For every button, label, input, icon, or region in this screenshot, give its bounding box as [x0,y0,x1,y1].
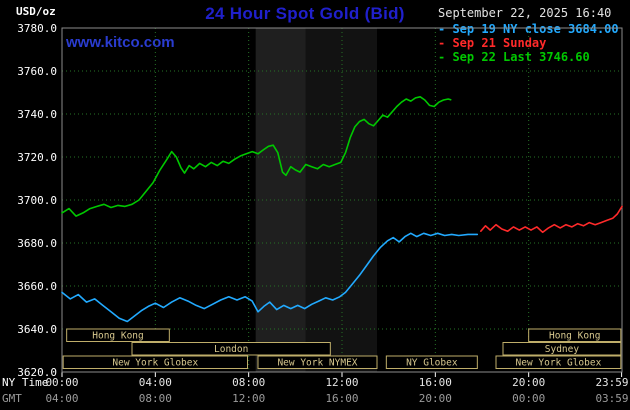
market-session-box [131,342,331,356]
market-session-box [495,355,622,369]
market-session-label: Hong Kong [549,331,600,342]
market-session-label: Hong Kong [92,331,143,342]
market-session-box [502,342,622,356]
x-axis-ny-time-label: 20:00 [512,376,545,389]
x-axis-gmt-label: 00:00 [512,392,545,405]
x-axis-ny-time-label: 08:00 [232,376,265,389]
unit-label: USD/oz [16,5,56,18]
y-axis-tick-label: 3740.0 [17,108,57,121]
x-axis-gmt-label: 03:59 [595,392,628,405]
x-axis-ny-time-label: 04:00 [139,376,172,389]
y-axis-tick-label: 3760.0 [17,65,57,78]
kitco-watermark-link[interactable]: www.kitco.com [66,34,175,51]
x-axis-gmt-label: 12:00 [232,392,265,405]
plot-border [61,27,623,373]
price-series-line-sep21 [479,205,623,234]
market-session-label: London [214,344,248,355]
ny-time-axis-label: NY Time [2,376,48,389]
x-axis-ny-time-label: 12:00 [325,376,358,389]
x-axis-ny-time-label: 23:59 [595,376,628,389]
y-axis-tick-label: 3720.0 [17,151,57,164]
market-session-box [66,328,170,342]
market-session-box [62,355,248,369]
x-axis-ny-time-label: 16:00 [419,376,452,389]
x-axis-gmt-label: 04:00 [45,392,78,405]
market-session-label: Sydney [545,344,580,355]
market-session-box [385,355,478,369]
price-series-line-sep22 [61,96,452,217]
market-session-box [257,355,378,369]
legend-item-sep21-sunday: - Sep 21 Sunday [438,36,547,50]
market-session-label: New York NYMEX [277,358,357,369]
page-title: 24 Hour Spot Gold (Bid) [205,4,405,23]
price-series-line-sep19 [61,232,479,323]
x-axis-gmt-label: 16:00 [325,392,358,405]
x-axis-gmt-label: 20:00 [419,392,452,405]
datetime-label: September 22, 2025 16:40 [438,6,612,20]
market-session-label: NY Globex [406,358,458,369]
session-shade-band [305,28,377,372]
market-session-box [528,328,622,342]
y-axis-tick-label: 3620.0 [17,366,57,379]
y-axis-tick-label: 3660.0 [17,280,57,293]
market-session-label: New York Globex [112,358,198,369]
market-session-label: New York Globex [516,358,602,369]
legend-item-sep22-last: - Sep 22 Last 3746.60 [438,50,590,64]
y-axis-tick-label: 3640.0 [17,323,57,336]
x-axis-gmt-label: 08:00 [139,392,172,405]
session-shade-band [255,28,306,372]
y-axis-tick-label: 3780.0 [17,22,57,35]
y-axis-tick-label: 3700.0 [17,194,57,207]
gmt-axis-label: GMT [2,392,22,405]
y-axis-tick-label: 3680.0 [17,237,57,250]
x-axis-ny-time-label: 00:00 [45,376,78,389]
